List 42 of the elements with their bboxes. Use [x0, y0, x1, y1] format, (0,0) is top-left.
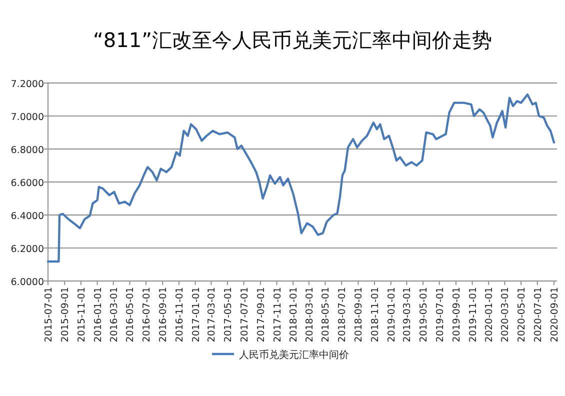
x-tick-label: 2019-07-01: [434, 287, 446, 342]
x-tick-label: 2017-05-01: [222, 287, 234, 342]
x-tick-label: 2019-05-01: [418, 287, 430, 342]
x-tick-label: 2020-09-01: [550, 287, 560, 342]
x-tick-label: 2018-05-01: [320, 287, 332, 342]
x-tick-label: 2018-11-01: [370, 287, 382, 342]
x-tick-label: 2018-01-01: [288, 287, 300, 342]
x-tick-label: 2015-07-01: [44, 287, 54, 342]
x-tick-label: 2019-01-01: [386, 287, 398, 342]
x-tick-label: 2016-03-01: [108, 287, 120, 342]
x-tick-label: 2017-11-01: [272, 287, 284, 342]
x-tick-label: 2020-05-01: [516, 287, 528, 342]
x-tick-label: 2019-09-01: [451, 287, 462, 342]
x-tick-label: 2020-07-01: [532, 287, 544, 342]
chart-title: “811”汇改至今人民币兑美元汇率中间价走势: [93, 28, 492, 52]
x-tick-label: 2016-01-01: [92, 287, 104, 342]
x-tick-label: 2020-03-01: [500, 287, 512, 342]
y-tick-label: 6.0000: [10, 277, 44, 288]
legend-label: 人民币兑美元汇率中间价: [239, 349, 349, 361]
y-tick-label: 6.8000: [10, 145, 44, 156]
y-tick-label: 7.2000: [10, 79, 44, 90]
x-tick-label: 2019-03-01: [402, 287, 414, 342]
x-tick-label: 2015-09-01: [60, 287, 72, 342]
x-tick-label: 2016-09-01: [158, 287, 170, 342]
x-tick-label: 2018-07-01: [337, 287, 348, 342]
x-tick-label: 2016-11-01: [174, 287, 186, 342]
x-tick-label: 2019-11-01: [468, 287, 479, 342]
line-series: [46, 93, 556, 263]
y-tick-label: 7.0000: [10, 112, 44, 123]
x-tick-label: 2017-07-01: [239, 287, 250, 342]
x-tick-label: 2017-09-01: [256, 287, 267, 342]
y-tick-label: 6.4000: [10, 211, 44, 222]
x-tick-label: 2015-11-01: [76, 287, 88, 342]
x-tick-label: 2017-03-01: [206, 287, 218, 342]
x-tick-label: 2018-03-01: [304, 287, 316, 342]
x-tick-label: 2018-09-01: [354, 287, 365, 342]
y-tick-label: 6.2000: [10, 244, 44, 255]
x-tick-label: 2016-07-01: [142, 287, 153, 342]
x-tick-label: 2020-01-01: [484, 287, 496, 342]
y-tick-label: 6.6000: [10, 178, 44, 189]
x-tick-label: 2016-05-01: [125, 287, 136, 342]
x-tick-label: 2017-01-01: [190, 287, 202, 342]
